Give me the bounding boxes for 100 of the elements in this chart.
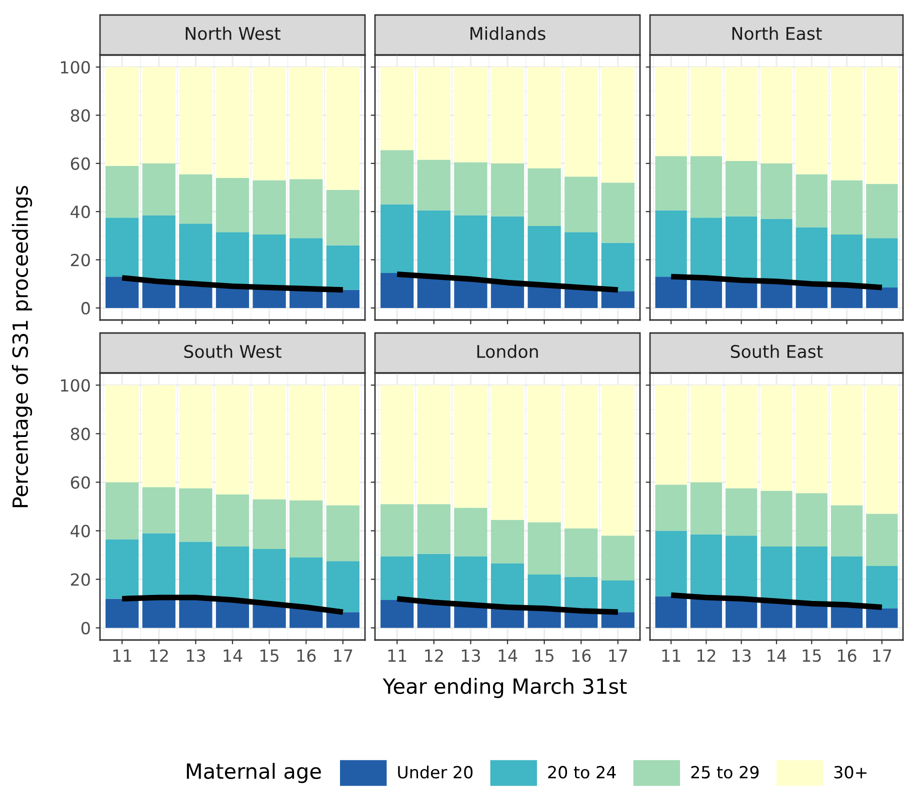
bar [796, 227, 828, 284]
bar [142, 281, 176, 308]
chart-title: London [477, 344, 538, 358]
bar [106, 598, 139, 628]
bar [106, 539, 139, 599]
bar [326, 67, 360, 190]
x-tick-label: 15 [802, 650, 821, 662]
bar [490, 163, 524, 216]
bar [106, 482, 139, 540]
bar [726, 216, 758, 280]
bar [866, 608, 898, 628]
bar [830, 606, 863, 628]
legend-label: 30+ [834, 766, 867, 779]
bar [601, 182, 634, 243]
bar [252, 234, 286, 288]
x-tick-label: 13 [732, 649, 751, 662]
bar [760, 385, 792, 491]
bar [866, 385, 898, 514]
bar [796, 493, 828, 547]
bar [726, 161, 758, 216]
bar [380, 150, 414, 204]
bar [216, 601, 250, 628]
bar [380, 204, 414, 274]
chart-title: North East [732, 26, 822, 40]
bar [380, 504, 414, 556]
y-tick-label: 0 [81, 302, 90, 315]
y-tick-label: 80 [70, 109, 90, 122]
bar [830, 286, 863, 308]
y-tick-label: 20 [70, 573, 90, 586]
bar [760, 67, 792, 164]
bar [454, 385, 488, 508]
bar [564, 176, 598, 232]
bar [252, 385, 286, 500]
bar [326, 505, 360, 562]
x-tick-label: 14 [768, 650, 786, 662]
bar [760, 163, 792, 219]
bar [454, 67, 488, 162]
bar [726, 536, 758, 599]
x-tick-label: 13 [462, 649, 480, 662]
bar [564, 576, 598, 610]
y-tick-label: 80 [70, 428, 90, 440]
x-tick-label: 12 [150, 649, 168, 662]
bar [601, 385, 634, 536]
bar [290, 500, 323, 558]
x-axis-title: Year ending March 31st [382, 678, 627, 698]
bar [866, 514, 898, 566]
bar [106, 166, 139, 218]
bar [216, 232, 250, 286]
bar [866, 287, 898, 308]
bar [252, 180, 286, 234]
bar [142, 215, 176, 282]
bar [528, 522, 561, 574]
bar [142, 163, 176, 216]
bar [490, 520, 524, 564]
x-tick-label: 11 [388, 650, 406, 662]
chart-title: Midlands [470, 26, 546, 40]
bar [142, 385, 176, 488]
bar [290, 67, 323, 180]
bar [417, 210, 450, 277]
bar [179, 174, 212, 224]
y-tick-label: 100 [60, 61, 90, 74]
bar [830, 385, 863, 506]
bar [690, 156, 722, 218]
bar [106, 218, 139, 277]
bar [655, 276, 687, 308]
bar [690, 598, 722, 628]
bar [601, 291, 634, 308]
bar [830, 505, 863, 556]
bar [726, 67, 758, 161]
bar [290, 179, 323, 238]
bar [179, 488, 212, 542]
bar [564, 528, 598, 577]
bar [380, 600, 414, 628]
bar [326, 612, 360, 628]
bar [490, 216, 524, 282]
bar [655, 530, 687, 596]
bar [142, 487, 176, 534]
x-tick-label: 14 [224, 650, 242, 662]
bar [796, 67, 828, 174]
y-tick-label: 100 [60, 379, 90, 392]
y-tick-label: 60 [70, 476, 90, 489]
bar [179, 385, 212, 488]
bar [528, 67, 561, 168]
bar [252, 548, 286, 604]
bar [760, 218, 792, 282]
x-tick-label: 11 [113, 650, 132, 662]
bar [380, 273, 414, 308]
bar [601, 67, 634, 183]
bar [106, 67, 139, 166]
y-tick-label: 20 [70, 254, 90, 266]
y-tick-label: 60 [70, 157, 90, 170]
x-tick-label: 16 [838, 649, 856, 662]
x-tick-label: 16 [297, 649, 316, 662]
bar [454, 508, 488, 556]
chart-title: South East [730, 344, 823, 358]
bar [490, 385, 524, 520]
y-axis-title: Percentage of S31 proceedings [12, 186, 32, 508]
x-tick-label: 14 [498, 650, 518, 662]
legend-label: 25 to 29 [691, 766, 759, 779]
x-tick-label: 13 [186, 649, 205, 662]
